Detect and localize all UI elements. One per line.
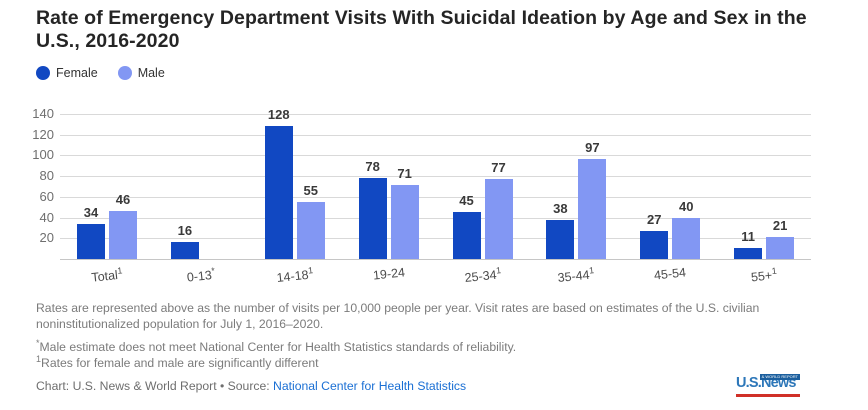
gridline	[60, 238, 811, 239]
value-label-female-45-54: 27	[647, 212, 662, 227]
bar-male-35-44	[578, 159, 607, 259]
chart-title: Rate of Emergency Department Visits With…	[36, 7, 807, 52]
source-link[interactable]: National Center for Health Statistics	[273, 379, 467, 393]
bar-male-19-24	[390, 185, 419, 259]
bar-male-45-54	[672, 218, 701, 259]
value-label-male-total: 46	[115, 192, 131, 207]
x-axis-label-35-44: 35-441	[557, 265, 595, 286]
credit-prefix: Chart: U.S. News & World Report • Source…	[36, 379, 274, 393]
legend: Female Male	[36, 66, 165, 80]
bar-female-45-54	[640, 231, 669, 259]
x-axis-label-45-54: 45-54	[653, 265, 687, 283]
bar-male-25-34	[484, 179, 513, 259]
bar-female-35-44	[546, 220, 575, 259]
value-label-male-19-24: 71	[397, 166, 412, 181]
usnews-logo[interactable]: U.S.News & WORLD REPORT	[736, 374, 800, 397]
bar-female-14-18	[264, 126, 293, 259]
bar-female-55+	[734, 248, 763, 259]
value-label-female-25-34: 45	[459, 193, 474, 208]
x-axis-label-19-24: 19-24	[371, 265, 406, 283]
x-axis-label-14-18: 14-181	[275, 265, 314, 286]
male-swatch-icon	[117, 66, 132, 80]
legend-label-male: Male	[137, 66, 165, 80]
bar-female-total	[77, 224, 105, 259]
gridline	[60, 114, 811, 115]
value-label-male-14-18: 55	[303, 183, 318, 198]
value-label-male-35-44: 97	[585, 140, 600, 155]
y-tick-label: 140	[32, 106, 54, 121]
footnote-1-mark: 1	[36, 354, 42, 364]
asterisk-mark: *	[36, 338, 40, 348]
gridline	[60, 155, 811, 156]
bar-female-19-24	[358, 178, 387, 259]
legend-item-female: Female	[36, 66, 98, 80]
value-label-female-19-24: 78	[365, 159, 380, 174]
bar-female-0-13	[170, 242, 199, 259]
y-tick-label: 20	[39, 230, 54, 245]
bar-male-total	[109, 211, 137, 259]
usnews-logo-red-bar	[736, 394, 800, 397]
value-label-male-55+: 21	[772, 218, 788, 233]
x-axis-label-0-13: 0-13*	[186, 265, 216, 285]
credit-line: Chart: U.S. News & World Report • Source…	[36, 379, 466, 393]
footnote-significance: 1Rates for female and male are significa…	[36, 354, 319, 371]
y-tick-label: 120	[32, 127, 54, 142]
footnote-asterisk: *Male estimate does not meet National Ce…	[36, 338, 517, 355]
value-label-female-35-44: 38	[553, 201, 568, 216]
legend-label-female: Female	[56, 66, 98, 80]
x-axis-label-55+: 55+1	[750, 265, 778, 285]
value-label-female-55+: 11	[741, 229, 755, 244]
y-tick-label: 40	[39, 210, 54, 225]
value-label-female-0-13: 16	[177, 223, 193, 238]
female-swatch-icon	[36, 66, 50, 80]
gridline	[60, 218, 811, 219]
y-tick-label: 80	[39, 168, 54, 183]
value-label-male-45-54: 40	[679, 199, 694, 214]
y-tick-label: 60	[39, 189, 54, 204]
footnote-rates: Rates are represented above as the numbe…	[36, 301, 760, 331]
gridline	[60, 197, 811, 198]
bar-male-55+	[766, 237, 795, 259]
gridline	[60, 176, 811, 177]
value-label-female-total: 34	[83, 205, 99, 220]
value-label-female-14-18: 128	[267, 107, 290, 122]
gridline	[60, 135, 811, 136]
y-tick-label: 100	[32, 147, 54, 162]
x-axis-label-total: Total1	[90, 265, 123, 285]
bar-male-14-18	[296, 202, 325, 259]
bar-female-25-34	[452, 212, 481, 259]
legend-item-male: Male	[117, 66, 165, 80]
x-axis-line	[60, 259, 811, 260]
x-axis-label-25-34: 25-341	[463, 265, 502, 286]
usnews-logo-subtext: & WORLD REPORT	[759, 374, 800, 380]
value-label-male-25-34: 77	[491, 160, 506, 175]
